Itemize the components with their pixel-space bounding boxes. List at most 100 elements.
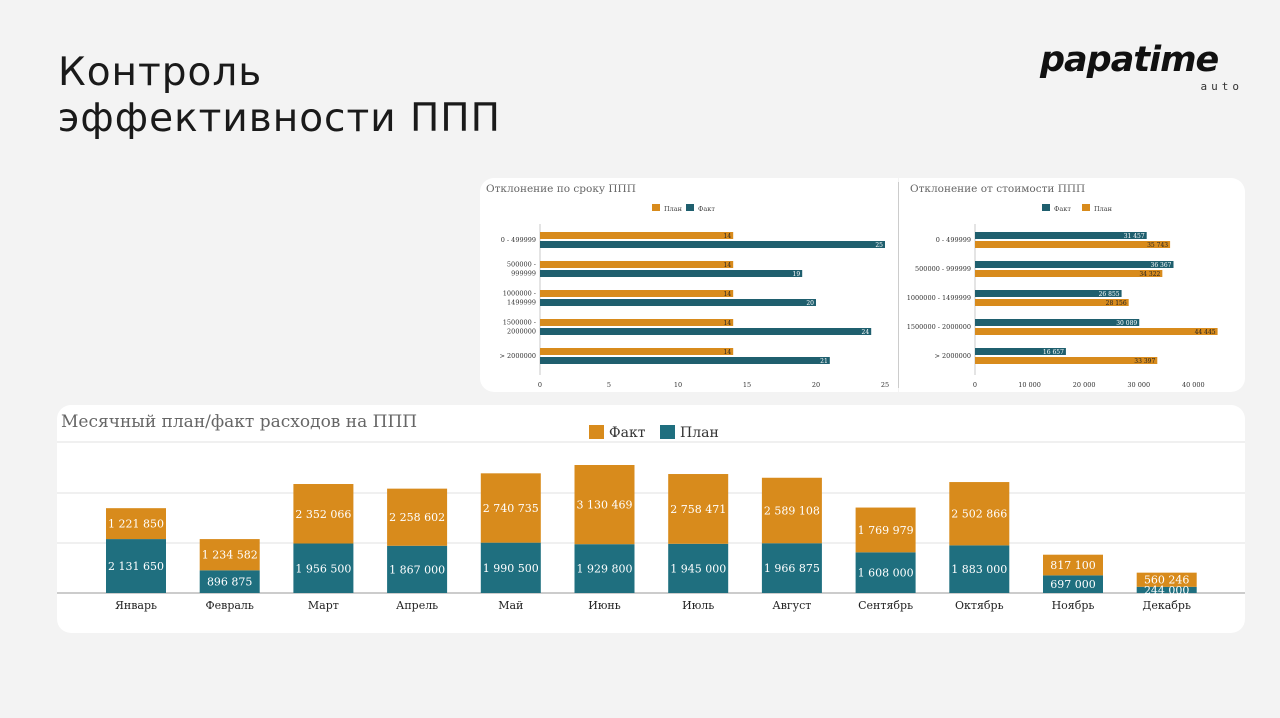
data-label-plan: 14 — [724, 291, 732, 298]
bar-fact — [949, 482, 1010, 546]
chart-card-cost: Отклонение от стоимости ППП Факт План 0 - 4… — [899, 178, 1252, 392]
bar-fact — [480, 473, 541, 543]
legend-swatch-fact — [1042, 204, 1050, 211]
legend-swatch-plan — [1082, 204, 1090, 211]
legend-label-fact: Факт — [609, 425, 646, 441]
category-label: 0 - 499999 — [501, 236, 536, 244]
data-label-plan: 244 000 — [1144, 584, 1190, 597]
x-tick-label: 0 — [538, 381, 542, 389]
data-label-fact: 16 657 — [1043, 349, 1064, 356]
data-label-fact: 36 367 — [1151, 262, 1172, 269]
data-label-fact: 24 — [862, 329, 870, 336]
data-label-plan: 1 867 000 — [389, 563, 445, 576]
bar-plan — [1136, 586, 1197, 593]
bar-plan — [540, 319, 734, 326]
bar-plan — [540, 232, 734, 239]
chart-srok: Отклонение по сроку ППП План Факт 0 - 49999… — [486, 183, 889, 389]
category-label: Май — [498, 599, 523, 612]
data-label-fact: 2 589 108 — [764, 505, 820, 518]
category-label: 1500000 - 2000000 — [907, 323, 971, 331]
chart-title: Отклонение по сроку ППП — [486, 183, 636, 195]
category-label: > 2000000 — [500, 352, 536, 360]
chart-card-srok: Отклонение по сроку ППП План Факт 0 - 49999… — [480, 178, 898, 392]
category-label: Июнь — [588, 599, 621, 612]
chart-divider — [898, 182, 899, 388]
data-label-plan: 33 397 — [1134, 358, 1155, 365]
data-label-fact: 560 246 — [1144, 574, 1190, 587]
x-tick-label: 10 — [674, 381, 682, 389]
data-label-fact: 30 089 — [1116, 320, 1137, 327]
category-label: Апрель — [396, 599, 438, 612]
x-tick-label: 5 — [607, 381, 611, 389]
bar-fact — [975, 290, 1122, 297]
bar-plan — [293, 543, 354, 593]
chart-title: Месячный план/факт расходов на ППП — [61, 412, 417, 432]
legend-swatch-plan — [652, 204, 660, 211]
bar-plan — [949, 545, 1010, 593]
data-label-plan: 28 156 — [1106, 300, 1127, 307]
category-label: Март — [308, 599, 339, 612]
data-label-plan: 14 — [724, 320, 732, 327]
legend-swatch-fact — [589, 425, 604, 439]
x-tick-label: 10 000 — [1018, 381, 1041, 389]
data-label-plan: 14 — [724, 262, 732, 269]
x-tick-label: 15 — [743, 381, 751, 389]
category-label: 999999 — [511, 270, 536, 278]
category-label: Январь — [115, 599, 157, 612]
bar-fact — [574, 465, 635, 545]
data-label-fact: 26 855 — [1099, 291, 1120, 298]
data-label-fact: 1 769 979 — [858, 524, 914, 537]
x-tick-label: 20 000 — [1073, 381, 1096, 389]
x-tick-label: 25 — [881, 381, 889, 389]
bar-fact — [975, 232, 1147, 239]
data-label-plan: 1 929 800 — [577, 563, 633, 576]
data-label-fact: 31 457 — [1124, 233, 1145, 240]
x-tick-label: 20 — [812, 381, 820, 389]
data-label-fact: 1 234 582 — [202, 549, 258, 562]
data-label-plan: 1 966 875 — [764, 562, 820, 575]
bar-fact — [1136, 572, 1197, 587]
data-label-fact: 2 740 735 — [483, 502, 539, 515]
data-label-fact: 2 352 066 — [295, 508, 351, 521]
bar-plan — [540, 261, 734, 268]
bar-fact — [540, 241, 885, 248]
bar-plan — [387, 545, 448, 593]
category-label: 500000 - — [507, 261, 536, 269]
legend-label-plan: План — [1094, 205, 1112, 213]
bar-plan — [1043, 575, 1103, 593]
category-label: Октябрь — [955, 599, 1004, 612]
legend-label-fact: Факт — [698, 205, 715, 213]
bar-plan — [540, 290, 734, 297]
category-label: Ноябрь — [1052, 599, 1095, 612]
page-title-line2: эффективности ППП — [58, 96, 501, 141]
bar-plan — [199, 570, 260, 593]
bar-plan — [975, 270, 1163, 277]
legend-swatch-plan — [660, 425, 675, 439]
bar-plan — [975, 299, 1129, 306]
page-title-line1: Контроль — [58, 50, 263, 95]
category-label: 1000000 - — [503, 290, 536, 298]
data-label-plan: 1 608 000 — [858, 567, 914, 580]
data-label-fact: 817 100 — [1050, 559, 1096, 572]
data-label-fact: 2 502 866 — [951, 508, 1007, 521]
bar-fact — [975, 261, 1174, 268]
data-label-fact: 1 221 850 — [108, 518, 164, 531]
bar-fact — [855, 507, 916, 553]
data-label-fact: 20 — [806, 300, 814, 307]
data-label-fact: 3 130 469 — [577, 499, 633, 512]
data-label-plan: 44 445 — [1195, 329, 1216, 336]
chart-monthly: Месячный план/факт расходов на ППП Факт Пл… — [57, 412, 1245, 612]
category-label: Июль — [682, 599, 714, 612]
chart-title: Отклонение от стоимости ППП — [910, 183, 1085, 195]
legend-label-plan: План — [664, 205, 682, 213]
bar-plan — [761, 543, 822, 593]
bar-fact — [540, 357, 830, 364]
category-label: Декабрь — [1142, 599, 1191, 612]
logo-main-text: papatime — [1040, 40, 1219, 80]
logo-sub-text: auto — [1200, 80, 1243, 93]
bar-fact — [975, 319, 1140, 326]
bar-fact — [106, 508, 166, 540]
bar-plan — [975, 241, 1171, 248]
bar-fact — [668, 474, 729, 544]
category-label: 1000000 - 1499999 — [907, 294, 971, 302]
